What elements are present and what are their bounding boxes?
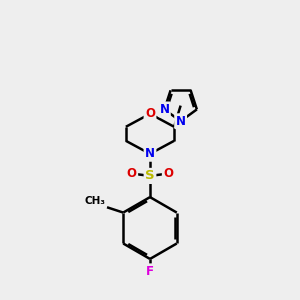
Text: O: O (163, 167, 173, 180)
Text: CH₃: CH₃ (85, 196, 106, 206)
Text: S: S (145, 169, 155, 182)
Text: N: N (176, 115, 186, 128)
Text: O: O (127, 167, 137, 180)
Text: N: N (159, 103, 170, 116)
Text: F: F (146, 265, 154, 278)
Text: N: N (145, 147, 155, 160)
Text: O: O (145, 107, 155, 120)
